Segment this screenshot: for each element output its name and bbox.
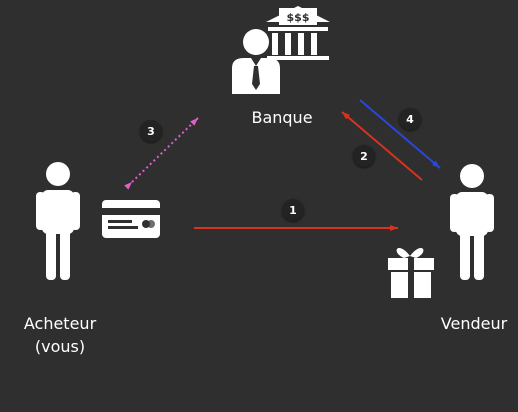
banker-person-icon (232, 29, 280, 94)
seller-person-icon (450, 164, 494, 280)
buyer-label-line2: (vous) (34, 337, 86, 356)
arrow-4 (359, 99, 441, 169)
buyer-label-line1: Acheteur (23, 314, 97, 333)
step-badge-1: 1 (282, 199, 304, 221)
seller-label: Vendeur (440, 314, 508, 333)
bank-icon: $$$ (266, 6, 330, 60)
bank-label: Banque (251, 108, 313, 127)
credit-card-icon (102, 200, 160, 238)
gift-icon (388, 248, 434, 298)
buyer-person-icon (36, 162, 80, 280)
step-badge-2: 2 (353, 145, 375, 167)
arrow-3 (124, 117, 199, 190)
step-badge-4: 4 (399, 108, 421, 130)
step-badge-3: 3 (140, 120, 162, 142)
arrow-2 (341, 111, 423, 181)
bank-sign: $$$ (287, 11, 310, 24)
